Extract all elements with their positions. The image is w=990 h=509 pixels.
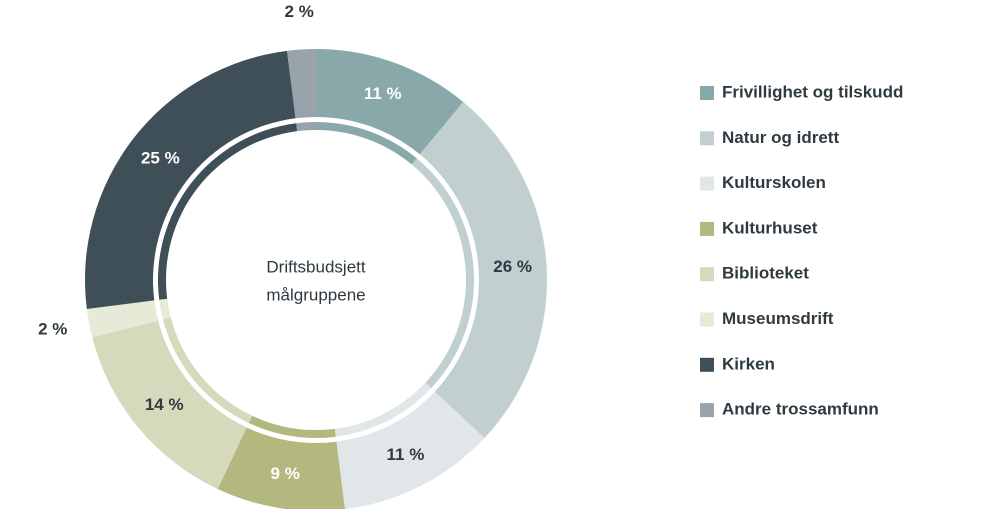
legend-label: Frivillighet og tilskudd [722,82,903,101]
inner-slice [162,317,253,423]
legend-label: Kirken [722,354,775,373]
data-label: 2 % [285,2,314,21]
inner-slice [316,122,417,165]
data-label: 9 % [271,464,300,483]
center-text: målgruppene [266,285,365,304]
legend-label: Kulturskolen [722,173,826,192]
legend-swatch [700,357,714,372]
legend-label: Natur og idrett [722,128,839,147]
legend-label: Biblioteket [722,264,809,283]
legend-swatch [700,267,714,282]
legend-swatch [700,131,714,146]
legend-label: Museumsdrift [722,309,834,328]
data-label: 2 % [38,320,67,339]
inner-slice [248,415,336,438]
slice [287,49,316,119]
data-label: 14 % [145,395,184,414]
legend-label: Kulturhuset [722,218,818,237]
slice [419,102,547,439]
data-label: 11 % [387,445,425,464]
slice [336,391,485,509]
legend-swatch [700,86,714,100]
inner-slice [334,382,432,437]
inner-slice [158,123,298,300]
data-label: 26 % [493,257,532,276]
legend-swatch [700,221,714,236]
legend-swatch [700,312,714,327]
inner-slice [296,122,316,132]
slice [92,320,247,490]
slice [84,50,296,309]
center-text: Driftsbudsjett [266,257,365,276]
slice [316,49,464,155]
legend-swatch [700,176,714,191]
data-label: 25 % [141,149,180,168]
data-label: 11 % [364,84,402,103]
inner-slice [411,158,474,389]
slice [86,300,159,338]
slice [217,427,345,509]
legend-swatch [700,403,714,418]
inner-slice [159,298,171,320]
legend-label: Andre trossamfunn [722,400,879,419]
